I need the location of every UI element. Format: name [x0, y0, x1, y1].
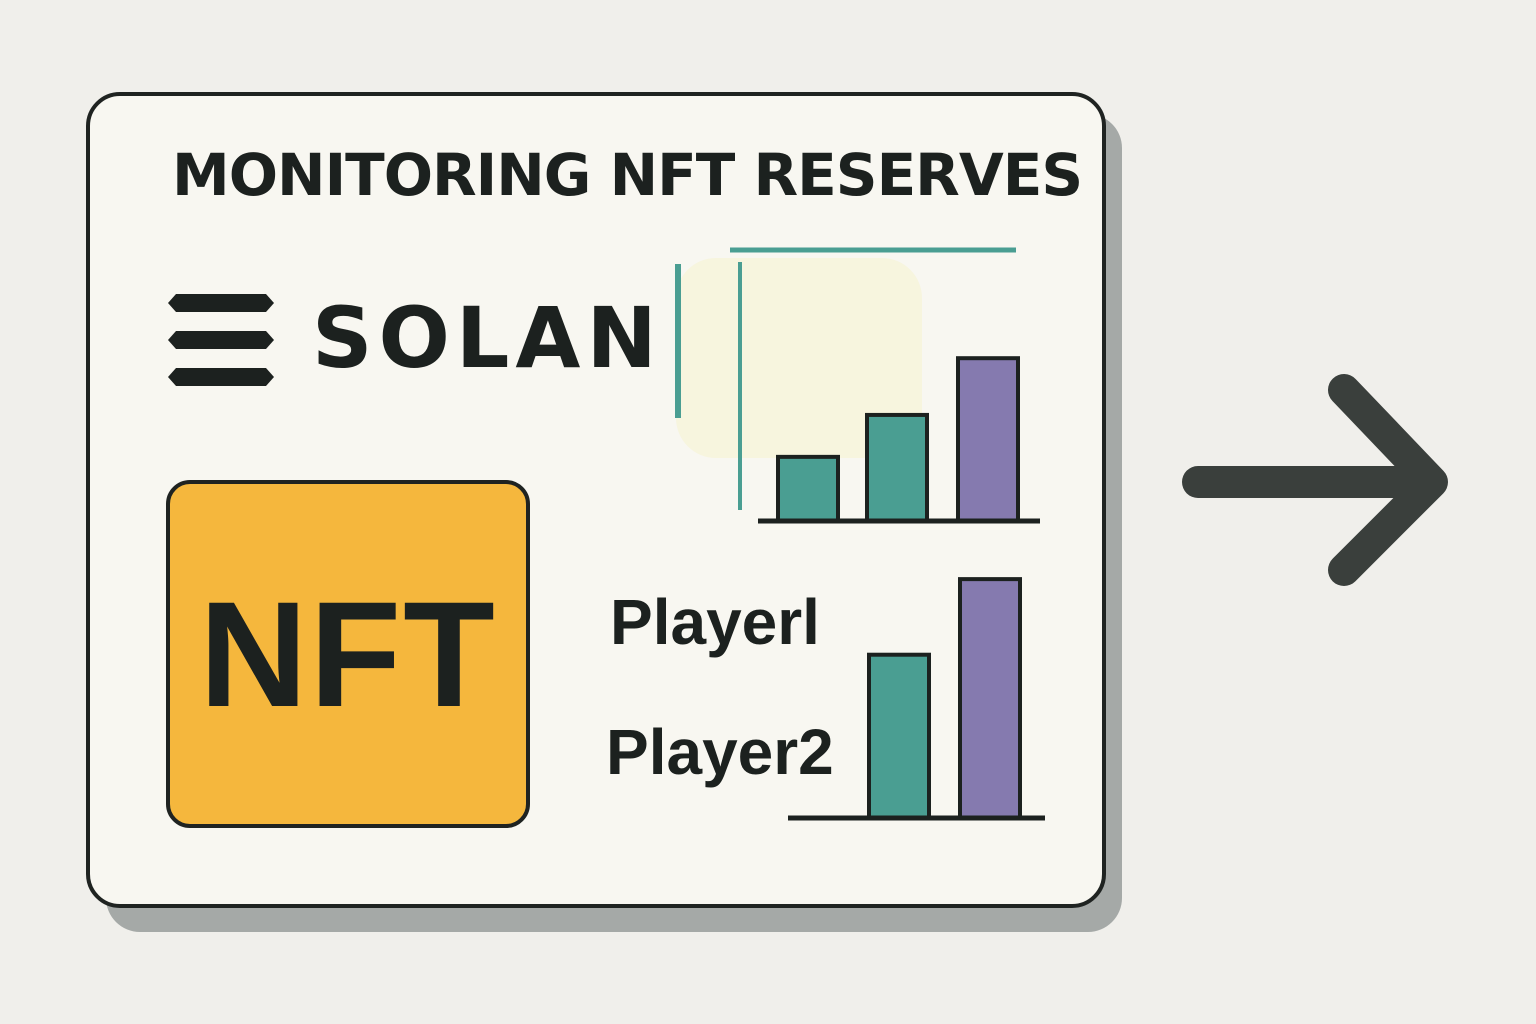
nft-badge-label: NFT [199, 570, 497, 738]
arrow-right-icon[interactable] [1176, 370, 1456, 594]
nft-badge: NFT [166, 480, 530, 828]
brand-name: SOLAN [312, 289, 663, 387]
player1-label: Playerl [610, 586, 820, 658]
page-title: MONITORING NFT RESERVES [172, 141, 1083, 209]
reserves-card: MONITORING NFT RESERVES SOLAN NFT Player… [86, 92, 1106, 908]
player2-label: Player2 [606, 716, 834, 788]
solana-logo-icon [168, 294, 274, 386]
